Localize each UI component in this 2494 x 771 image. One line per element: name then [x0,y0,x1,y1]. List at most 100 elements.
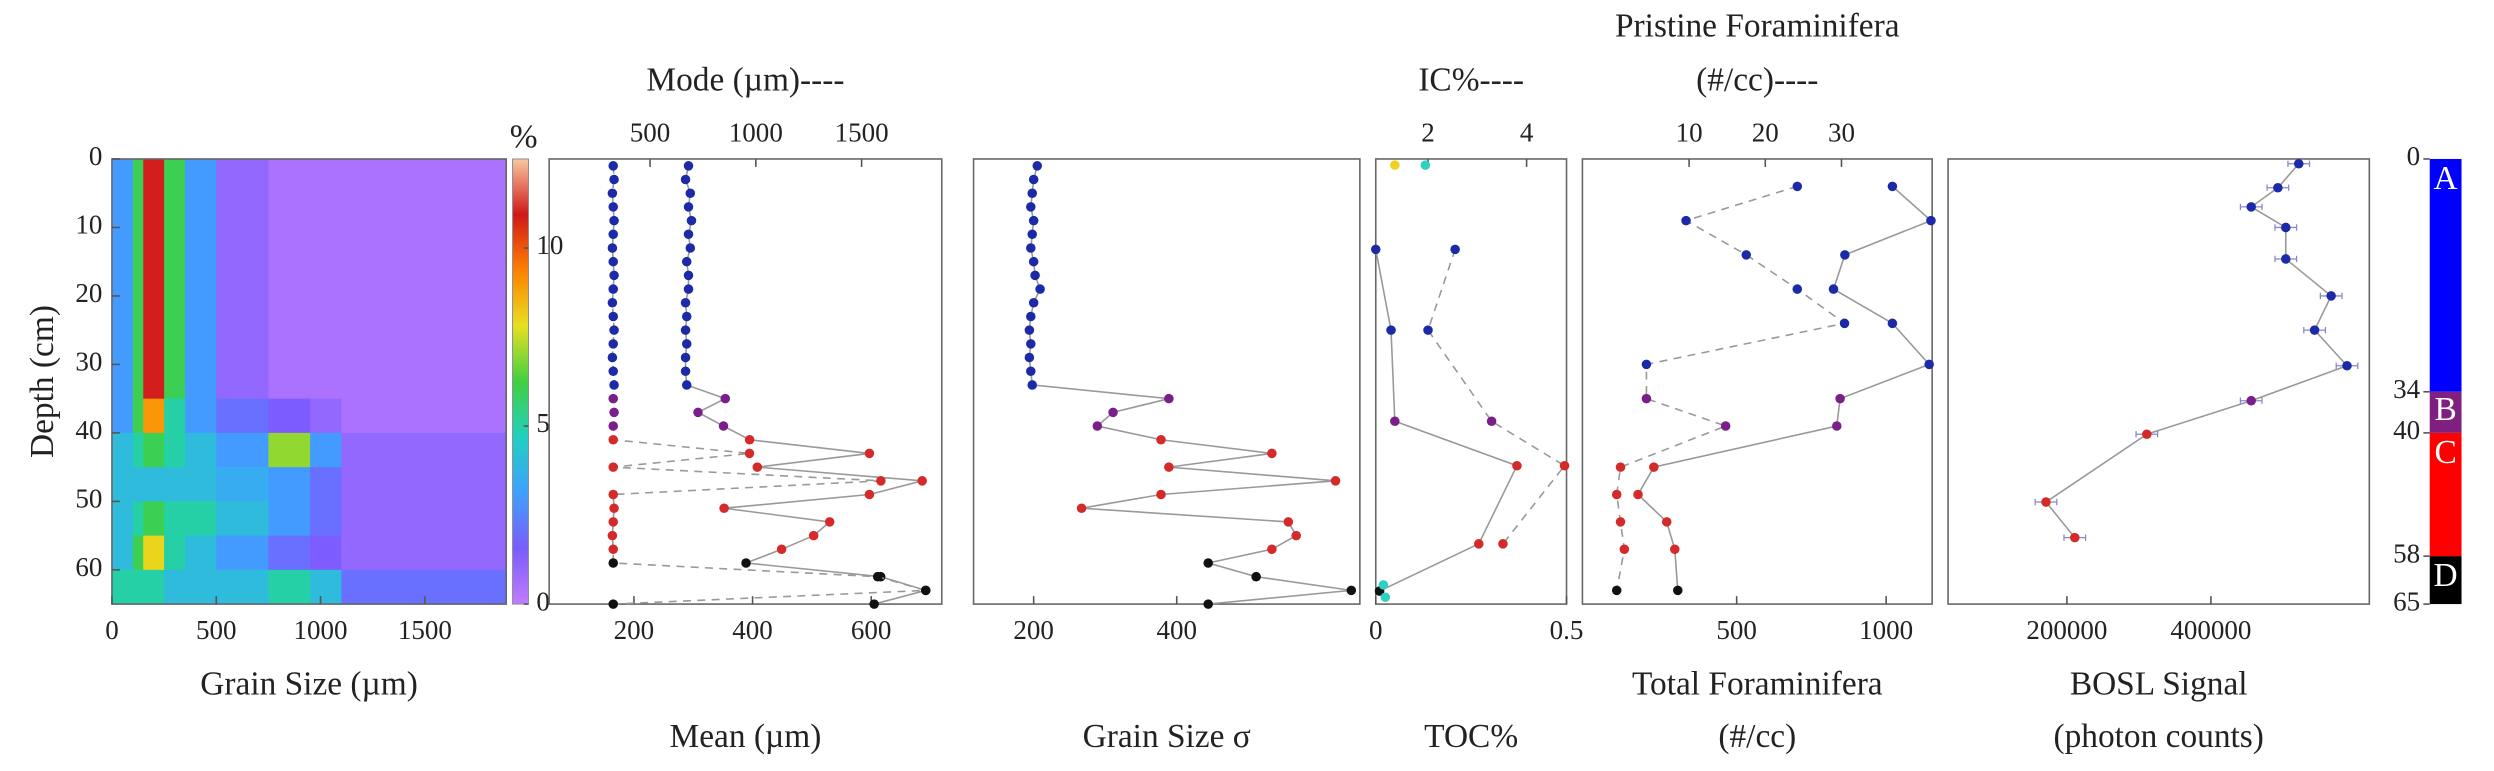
y-tick-label: 34 [2393,374,2421,404]
x-tick-label: 500 [196,615,237,645]
heat-cell [310,432,342,468]
axis-label: Grain Size σ [1083,718,1251,755]
data-point [1267,544,1277,555]
axis-label: Grain Size (µm) [200,665,418,702]
heat-cell [111,261,134,297]
data-point [1615,517,1626,527]
unit-label: C [2434,434,2456,471]
heat-cell [132,227,144,263]
data-point [685,188,696,198]
axis-label: TOC% [1424,718,1518,755]
heat-cell [341,569,507,605]
data-point [1619,544,1630,555]
x2-tick-label: 4 [1520,117,1534,147]
data-point [608,284,618,294]
axis-label: Total Foraminifera [1632,665,1883,702]
data-point [1681,215,1691,226]
colorbar-label: % [510,119,538,156]
heat-cell [341,295,507,331]
data-point [1026,339,1036,349]
heat-cell [184,501,217,537]
data-point [1633,489,1643,500]
heat-cell [132,398,144,434]
data-point [2142,429,2152,440]
data-point [683,161,694,171]
data-point [1611,489,1622,500]
heat-cell [268,535,311,571]
data-point [681,311,692,322]
unit-label: A [2434,160,2458,197]
data-point [1027,229,1038,240]
data-point [608,339,618,349]
heat-cell [143,330,165,365]
heat-cell [268,295,311,331]
data-point [693,407,703,418]
unit-label: D [2434,557,2458,594]
heat-cell [310,535,342,571]
x2-tick-label: 1000 [729,117,783,147]
data-point [680,174,691,185]
unit-segment [2429,158,2462,392]
heat-cell [143,467,165,502]
data-point [2309,325,2320,335]
heat-cell [268,432,311,468]
heat-cell [184,569,217,605]
frame [1947,158,2371,605]
series-line [2044,163,2349,539]
data-point [683,202,694,212]
series-line [611,165,926,605]
heat-cell [132,330,144,365]
data-point [608,489,618,500]
heat-cell [310,261,342,297]
y-tick-label: 20 [75,278,102,308]
x2-tick-label: 500 [630,117,671,147]
heat-cell [132,467,144,502]
data-point [1661,517,1672,527]
data-point [776,544,787,555]
heat-cell [111,535,134,571]
heat-cell [143,432,165,468]
heat-cell [111,227,134,263]
data-point [608,202,618,212]
axis-label: Depth (cm) [24,305,61,458]
data-point [1641,393,1652,404]
y-tick-label: 65 [2393,586,2420,616]
data-point [686,215,697,226]
heat-cell [132,193,144,228]
heat-cell [184,330,217,365]
heat-cell [164,467,186,502]
data-point [1832,421,1842,431]
data-point [608,421,618,431]
data-point [608,599,618,609]
heat-cell [132,261,144,297]
heat-cell [184,261,217,297]
heat-cell [164,193,186,228]
heat-cell [184,227,217,263]
x-tick-label: 1000 [1859,615,1913,645]
heat-cell [341,158,507,194]
axis-label: IC%---- [1418,61,1524,98]
data-point [1649,462,1659,472]
data-point [1887,181,1898,192]
axis-label: BOSL Signal [2070,665,2248,702]
data-point [752,462,763,472]
data-point [681,380,692,390]
heat-cell [111,158,134,194]
heat-cell [184,158,217,194]
data-point [719,503,729,513]
heat-cell [216,158,269,194]
data-point [1024,352,1035,363]
data-point [1027,188,1038,198]
x-tick-label: 0.5 [1550,615,1584,645]
data-point [1092,421,1103,431]
y-tick-label: 58 [2393,538,2420,568]
heat-cell [184,432,217,468]
data-point [680,366,691,377]
heat-cell [216,569,269,605]
data-point [808,530,819,541]
heat-cell [268,398,311,434]
heat-cell [341,261,507,297]
x2-tick-label: 10 [1676,117,1703,147]
data-point [609,270,619,281]
data-point [1498,539,1508,549]
